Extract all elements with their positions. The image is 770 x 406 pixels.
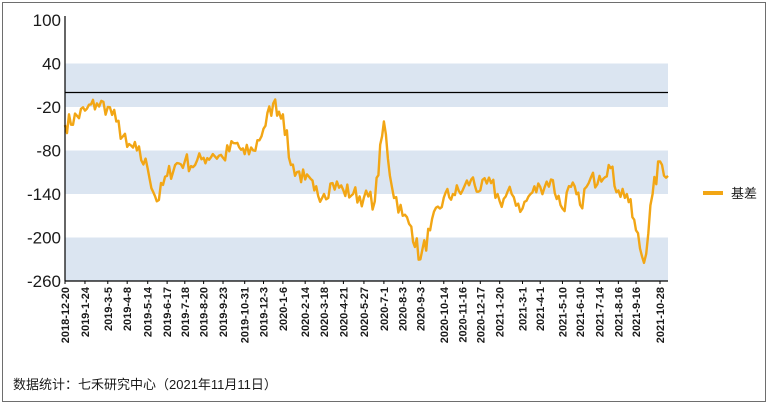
x-tick-label: 2019-6-17 (162, 287, 174, 337)
legend-swatch (703, 190, 723, 195)
series-line-jicha (63, 98, 669, 265)
y-tick-label: -140 (27, 185, 61, 204)
x-tick-label: 2021-9-16 (631, 287, 643, 337)
x-tick-label: 2019-4-8 (122, 287, 134, 331)
x-tick-label: 2020-3-18 (319, 287, 331, 337)
x-tick-label: 2021-1-20 (495, 287, 507, 337)
legend-label: 基差 (731, 186, 758, 201)
x-tick-label: 2019-7-18 (180, 287, 192, 337)
x-tick-label: 2019-3-5 (103, 287, 115, 331)
x-tick-label: 2021-8-16 (613, 287, 625, 337)
x-tick-label: 2020-5-27 (359, 287, 371, 337)
x-tick-label: 2020-7-1 (379, 287, 391, 331)
x-tick-label: 2019-1-24 (80, 286, 92, 337)
band-1 (65, 150, 668, 194)
x-tick-label: 2020-4-21 (338, 287, 350, 337)
bands-layer (65, 63, 668, 281)
y-tick-layer: 100 40 -20 -80 -140 -200 -260 (27, 11, 61, 291)
source-note: 数据统计：七禾研究中心（2021年11月11日） (13, 377, 277, 392)
y-tick-label: 40 (42, 55, 61, 74)
band-2 (65, 237, 668, 281)
axis-layer (64, 16, 668, 282)
x-tick-label: 2020-2-14 (300, 286, 312, 337)
x-tick-label: 2020-1-6 (278, 287, 290, 331)
x-tick-layer: 2018-12-20 2019-1-24 2019-3-5 2019-4-8 2019-… (60, 281, 667, 343)
x-tick-label: 2020-10-14 (439, 286, 451, 343)
series-layer (63, 98, 669, 265)
x-tick-label: 2019-5-14 (143, 286, 155, 337)
x-tick-label: 2019-8-20 (199, 287, 211, 337)
x-tick-label: 2021-3-1 (518, 287, 530, 331)
x-tick-label: 2020-11-16 (458, 287, 470, 343)
x-tick-label: 2019-10-31 (240, 287, 252, 343)
y-tick-label: -200 (27, 229, 61, 248)
y-tick-label: -260 (27, 272, 61, 291)
x-tick-label: 2020-9-3 (415, 287, 427, 331)
x-tick-label: 2021-10-28 (655, 287, 667, 343)
band-0 (65, 63, 668, 107)
y-tick-label: -20 (36, 98, 61, 117)
legend: 基差 (703, 183, 757, 202)
x-tick-label: 2021-5-10 (557, 287, 569, 337)
x-tick-label: 2019-9-23 (218, 287, 230, 337)
y-tick-label: 100 (33, 11, 61, 30)
x-tick-label: 2021-7-14 (595, 286, 607, 337)
y-tick-label: -80 (36, 142, 61, 161)
x-tick-label: 2021-4-1 (535, 287, 547, 331)
x-tick-label: 2021-6-10 (575, 287, 587, 337)
x-tick-label: 2018-12-20 (60, 287, 72, 343)
x-tick-label: 2020-12-17 (475, 287, 487, 343)
x-tick-label: 2020-8-3 (398, 287, 410, 331)
x-tick-label: 2019-12-3 (259, 287, 271, 337)
